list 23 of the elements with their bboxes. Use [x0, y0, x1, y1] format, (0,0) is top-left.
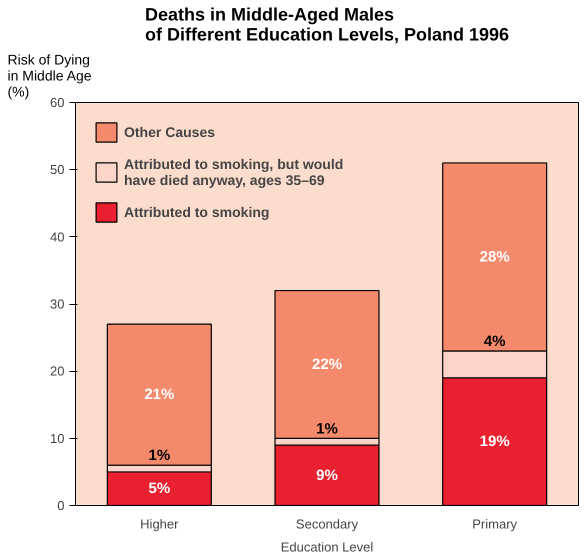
y-tick-label: 40 — [50, 229, 65, 244]
data-label: 1% — [148, 447, 170, 464]
data-label: 22% — [312, 356, 342, 373]
y-tick-label: 10 — [50, 430, 65, 446]
data-label: 9% — [316, 466, 338, 484]
y-tick-label: 30 — [50, 296, 65, 312]
data-label: 5% — [148, 480, 170, 498]
y-tick-label: 50 — [50, 162, 65, 178]
data-label: 1% — [316, 420, 338, 438]
x-axis-title: Education Level — [280, 540, 374, 554]
data-label: 28% — [480, 248, 510, 266]
legend-label: Attributed to smoking — [124, 204, 270, 220]
data-label: 19% — [480, 433, 510, 450]
y-tick-label: 20 — [50, 364, 65, 379]
legend-label: Other Causes — [124, 124, 216, 140]
legend-label: Attributed to smoking, but would have died anyway, ages 35–69 — [124, 156, 344, 188]
data-label: 21% — [144, 386, 174, 404]
x-tick-label: Primary — [472, 516, 518, 532]
x-tick-label: Higher — [140, 516, 180, 532]
data-label: 4% — [484, 333, 506, 350]
x-tick-label: Secondary — [296, 516, 359, 532]
chart-title: Deaths in Middle-Aged Males of Different Education Levels, Poland 1996 — [144, 4, 510, 44]
y-tick-label: 0 — [57, 498, 65, 513]
